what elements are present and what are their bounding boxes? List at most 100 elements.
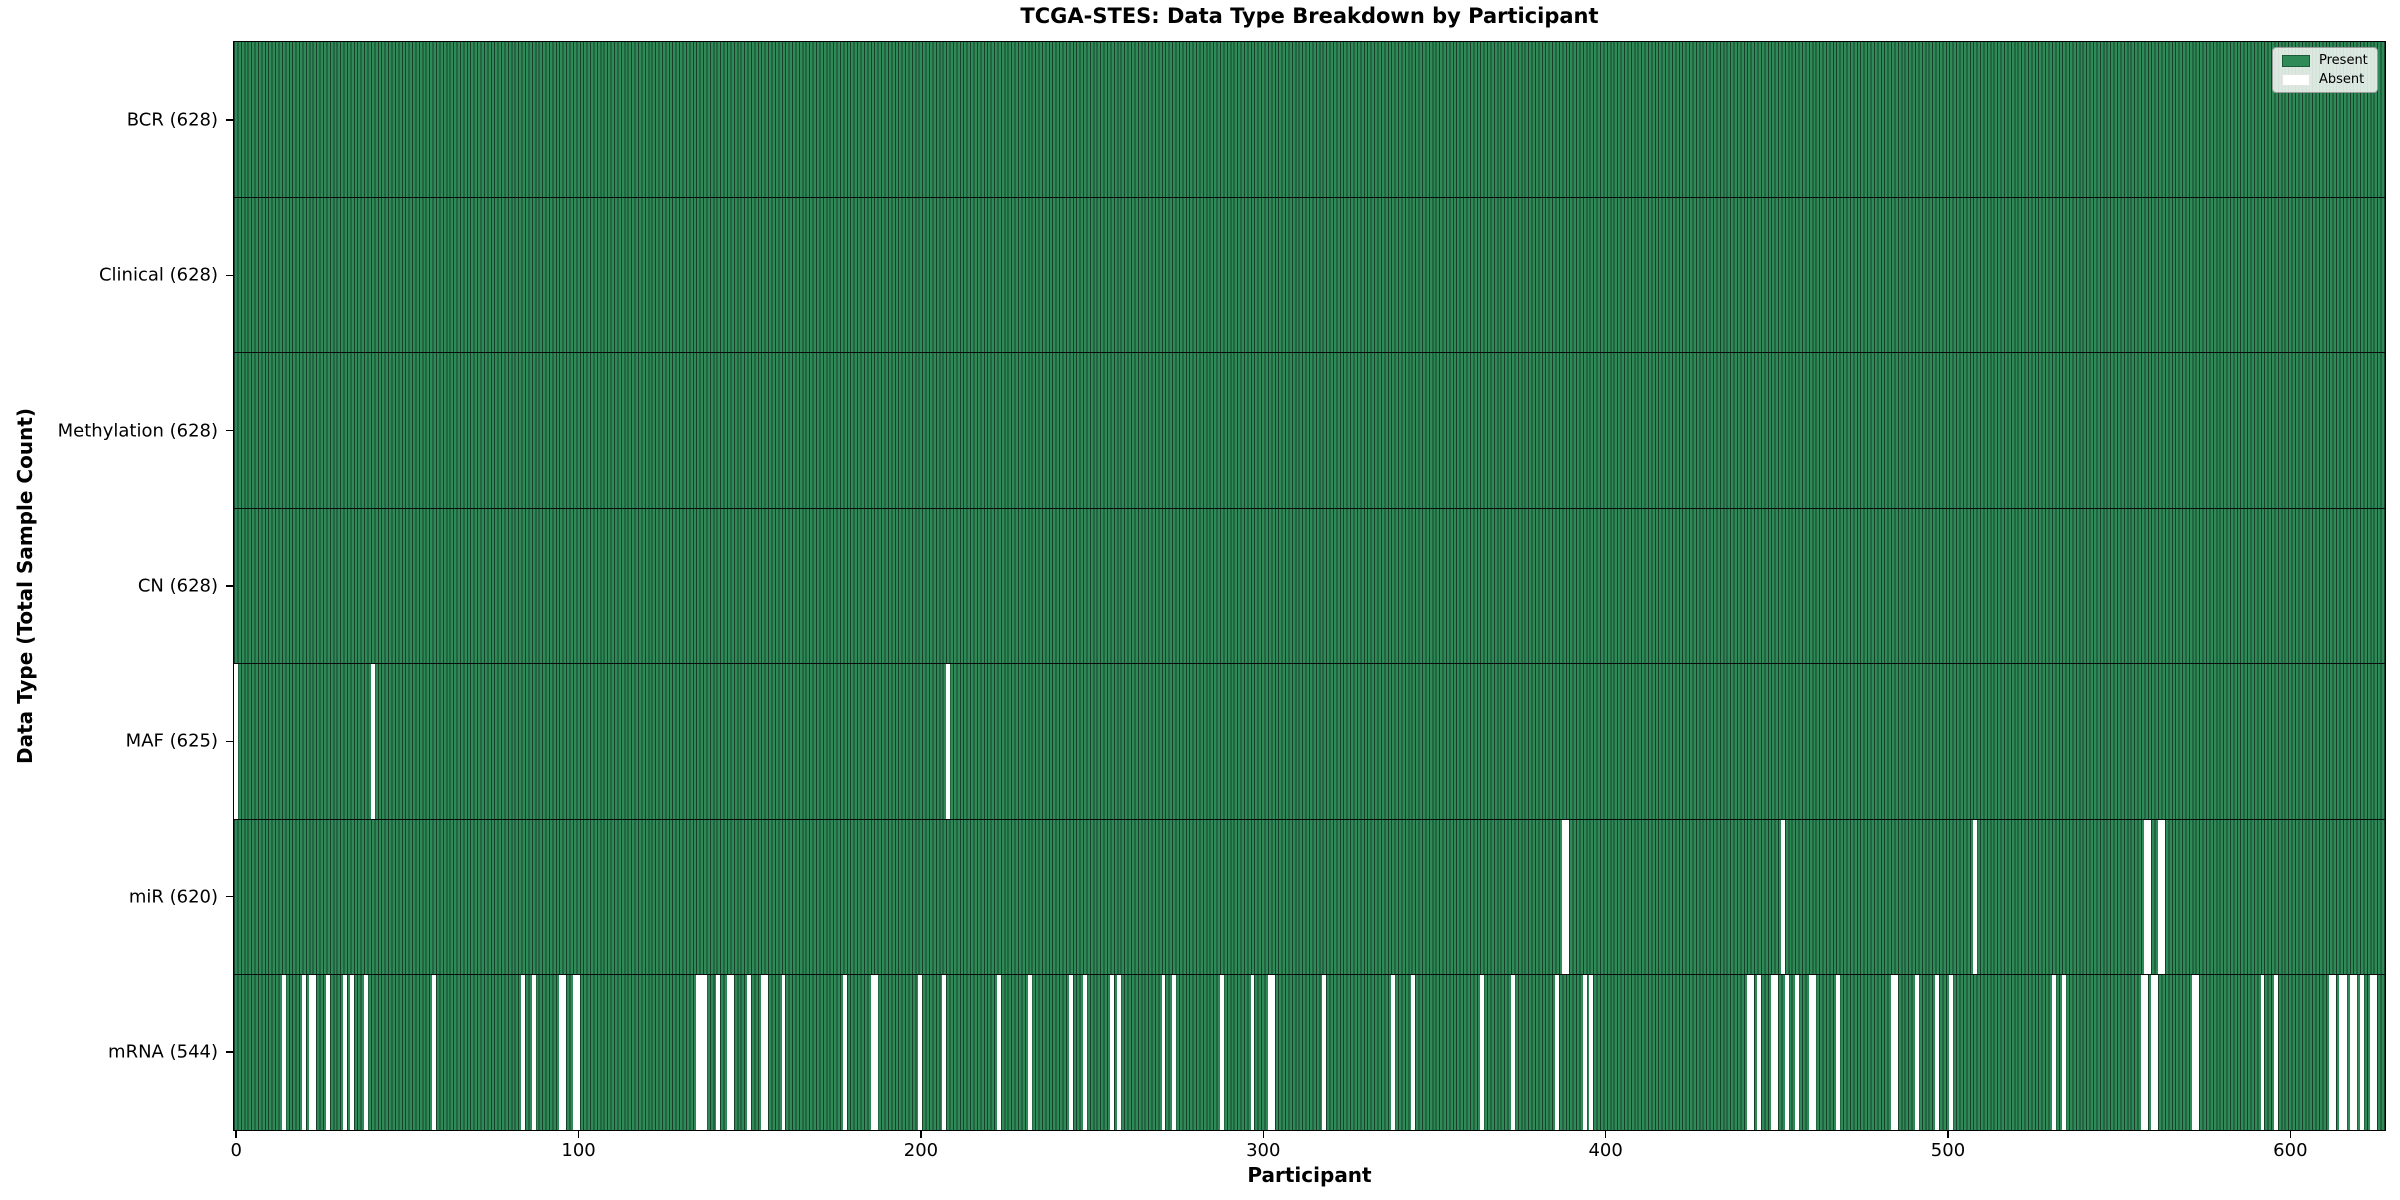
absent-stripe-mRNA-256 bbox=[1110, 975, 1115, 1131]
ytick-label-Methylation: Methylation (628) bbox=[57, 420, 218, 442]
absent-stripe-mRNA-596 bbox=[2274, 975, 2279, 1131]
absent-stripe-mRNA-207 bbox=[942, 975, 947, 1131]
absent-stripe-miR-563 bbox=[2161, 819, 2166, 975]
absent-swatch-icon bbox=[2282, 74, 2310, 86]
absent-stripe-mRNA-187 bbox=[873, 975, 878, 1131]
absent-stripe-mRNA-443 bbox=[1750, 975, 1755, 1131]
absent-stripe-miR-452 bbox=[1781, 819, 1786, 975]
absent-stripe-mRNA-561 bbox=[2154, 975, 2159, 1131]
x-axis-label: Participant bbox=[1247, 1163, 1372, 1187]
absent-stripe-mRNA-145 bbox=[730, 975, 735, 1131]
legend-item-absent: Absent bbox=[2282, 73, 2370, 87]
absent-stripe-mRNA-244 bbox=[1069, 975, 1074, 1131]
legend: Present Absent bbox=[2272, 47, 2378, 93]
absent-stripe-miR-388 bbox=[1562, 819, 1567, 975]
absent-stripe-mRNA-612 bbox=[2328, 975, 2333, 1131]
absent-stripe-mRNA-32 bbox=[343, 975, 348, 1131]
xtick-mark-200 bbox=[920, 1131, 922, 1138]
absent-stripe-mRNA-445 bbox=[1757, 975, 1762, 1131]
absent-stripe-mRNA-20 bbox=[302, 975, 307, 1131]
row-mRNA bbox=[234, 974, 2385, 1131]
absent-stripe-mRNA-186 bbox=[870, 975, 875, 1131]
absent-stripe-mRNA-484 bbox=[1890, 975, 1895, 1131]
absent-stripe-mRNA-271 bbox=[1161, 975, 1166, 1131]
xtick-mark-300 bbox=[1262, 1131, 1265, 1138]
absent-stripe-mRNA-557 bbox=[2140, 975, 2145, 1131]
absent-stripe-mRNA-396 bbox=[1589, 975, 1594, 1131]
absent-stripe-mRNA-99 bbox=[572, 975, 577, 1131]
ytick-mark-Methylation bbox=[226, 429, 233, 432]
xtick-label-0: 0 bbox=[230, 1140, 242, 1161]
row-MAF bbox=[233, 663, 2385, 819]
absent-stripe-mRNA-625 bbox=[2373, 975, 2378, 1131]
absent-stripe-mRNA-87 bbox=[531, 975, 536, 1131]
y-axis-label: Data Type (Total Sample Count) bbox=[13, 407, 37, 765]
absent-stripe-mRNA-302 bbox=[1267, 975, 1272, 1131]
absent-stripe-mRNA-58 bbox=[432, 975, 437, 1131]
absent-stripe-mRNA-619 bbox=[2352, 975, 2357, 1131]
row-BCR bbox=[234, 42, 2385, 197]
absent-stripe-miR-559 bbox=[2147, 819, 2152, 975]
xtick-mark-100 bbox=[577, 1131, 580, 1138]
absent-stripe-mRNA-624 bbox=[2370, 975, 2374, 1131]
absent-stripe-mRNA-497 bbox=[1935, 975, 1940, 1131]
absent-stripe-miR-558 bbox=[2144, 819, 2149, 975]
absent-stripe-mRNA-232 bbox=[1028, 975, 1032, 1131]
absent-stripe-mRNA-573 bbox=[2195, 975, 2200, 1131]
absent-stripe-mRNA-14 bbox=[281, 975, 286, 1131]
absent-stripe-mRNA-468 bbox=[1835, 975, 1840, 1131]
absent-stripe-miR-508 bbox=[1972, 819, 1977, 975]
absent-stripe-mRNA-135 bbox=[695, 975, 700, 1131]
absent-stripe-mRNA-344 bbox=[1411, 975, 1416, 1131]
absent-stripe-mRNA-223 bbox=[997, 975, 1002, 1131]
absent-stripe-mRNA-618 bbox=[2349, 975, 2354, 1131]
absent-stripe-mRNA-288 bbox=[1219, 975, 1224, 1131]
xtick-mark-500 bbox=[1947, 1131, 1949, 1138]
absent-stripe-MAF-208 bbox=[945, 664, 950, 819]
absent-stripe-MAF-0 bbox=[233, 664, 238, 819]
ytick-mark-CN bbox=[226, 585, 233, 587]
legend-item-present: Present bbox=[2282, 54, 2370, 68]
absent-stripe-mRNA-96 bbox=[562, 975, 567, 1131]
ytick-label-MAF: MAF (625) bbox=[125, 730, 218, 752]
absent-stripe-mRNA-615 bbox=[2339, 975, 2344, 1131]
ytick-mark-mRNA bbox=[226, 1051, 233, 1053]
absent-stripe-miR-389 bbox=[1565, 819, 1570, 975]
present-swatch-icon bbox=[2282, 55, 2310, 67]
xtick-label-100: 100 bbox=[561, 1140, 596, 1161]
xtick-mark-600 bbox=[2289, 1131, 2292, 1138]
xtick-label-600: 600 bbox=[2273, 1140, 2308, 1161]
xtick-label-400: 400 bbox=[1588, 1140, 1623, 1161]
ytick-label-BCR: BCR (628) bbox=[126, 109, 218, 131]
absent-stripe-mRNA-95 bbox=[558, 975, 563, 1131]
absent-stripe-mRNA-318 bbox=[1322, 975, 1327, 1131]
absent-stripe-mRNA-531 bbox=[2051, 975, 2056, 1131]
absent-stripe-mRNA-558 bbox=[2144, 975, 2149, 1131]
absent-stripe-mRNA-621 bbox=[2359, 975, 2364, 1131]
absent-stripe-mRNA-141 bbox=[716, 975, 721, 1131]
absent-stripe-mRNA-27 bbox=[326, 975, 331, 1131]
ytick-mark-Clinical bbox=[226, 274, 233, 277]
absent-stripe-mRNA-560 bbox=[2150, 975, 2155, 1131]
absent-stripe-mRNA-38 bbox=[363, 975, 368, 1131]
absent-stripe-mRNA-613 bbox=[2332, 975, 2337, 1131]
absent-stripe-mRNA-616 bbox=[2342, 975, 2347, 1131]
xtick-mark-400 bbox=[1604, 1131, 1607, 1138]
absent-stripe-mRNA-23 bbox=[312, 975, 317, 1131]
ytick-mark-MAF bbox=[226, 740, 233, 743]
absent-stripe-mRNA-178 bbox=[843, 975, 848, 1131]
absent-stripe-mRNA-461 bbox=[1812, 975, 1816, 1131]
ytick-mark-BCR bbox=[226, 119, 233, 121]
ytick-label-mRNA: mRNA (544) bbox=[108, 1041, 218, 1063]
ytick-label-miR: miR (620) bbox=[128, 886, 218, 908]
xtick-label-500: 500 bbox=[1930, 1140, 1966, 1161]
row-Methylation bbox=[234, 352, 2385, 508]
absent-stripe-mRNA-453 bbox=[1784, 975, 1789, 1131]
row-Clinical bbox=[234, 196, 2385, 353]
absent-stripe-mRNA-297 bbox=[1250, 975, 1255, 1131]
absent-stripe-mRNA-137 bbox=[702, 975, 707, 1131]
absent-stripe-mRNA-160 bbox=[781, 975, 786, 1131]
absent-stripe-mRNA-485 bbox=[1894, 975, 1899, 1131]
absent-stripe-mRNA-456 bbox=[1794, 975, 1799, 1131]
